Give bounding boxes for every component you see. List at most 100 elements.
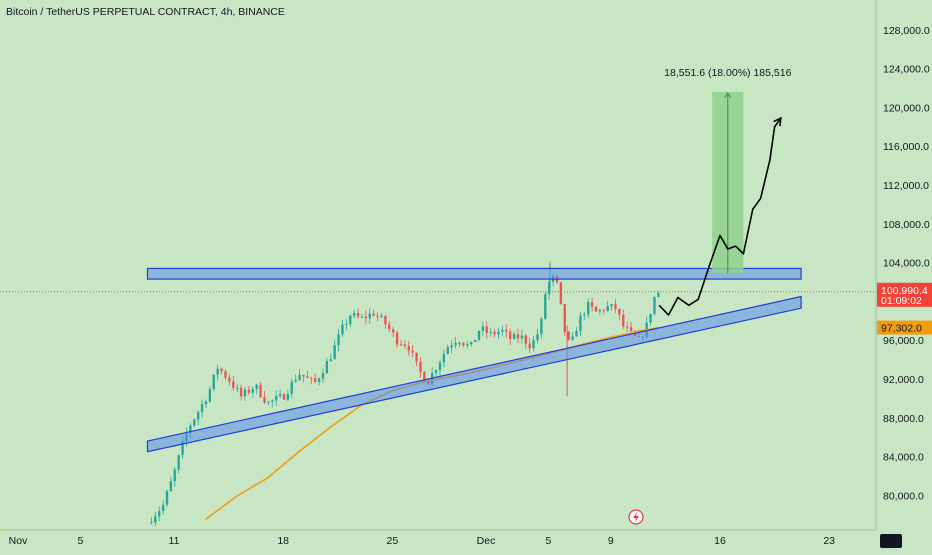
candle <box>278 389 282 398</box>
projection-arrowhead <box>773 116 782 127</box>
candle <box>236 383 239 392</box>
candle-body <box>505 329 508 332</box>
candle <box>345 319 348 331</box>
candle-body <box>450 345 453 348</box>
candle-body <box>559 282 563 305</box>
candle-body <box>376 315 379 317</box>
candle-body <box>255 384 258 390</box>
candle-body <box>325 361 329 374</box>
candle <box>169 476 173 492</box>
candle <box>629 321 633 333</box>
candle <box>337 328 340 352</box>
candle-body <box>239 387 243 397</box>
candle-body <box>158 510 161 517</box>
candle <box>329 353 332 362</box>
time-tick-label: 23 <box>823 535 835 547</box>
candle <box>267 400 270 406</box>
price-tick-label: 84,000.0 <box>883 452 924 464</box>
candle-body <box>333 345 336 360</box>
candle <box>516 328 520 343</box>
candle-body <box>509 331 512 340</box>
candle-body <box>169 481 173 492</box>
candle-body <box>306 376 309 378</box>
candle <box>372 309 375 317</box>
candle-body <box>434 370 438 374</box>
candle <box>228 374 231 386</box>
candle-body <box>614 304 617 310</box>
time-tick-label: Nov <box>9 535 28 547</box>
candle <box>419 357 422 378</box>
price-tick-label: 116,000.0 <box>883 141 929 153</box>
candle-body <box>493 331 496 335</box>
candle-body <box>150 522 153 524</box>
candle-body <box>536 334 539 341</box>
candle-body <box>399 344 403 346</box>
candle <box>579 311 582 336</box>
candle <box>173 466 176 487</box>
candle <box>356 308 360 319</box>
candle-body <box>204 401 208 405</box>
candle <box>587 298 590 319</box>
candle <box>384 315 387 329</box>
candle <box>563 303 566 337</box>
candle-body <box>602 310 605 312</box>
candle-body <box>368 313 371 319</box>
candle-body <box>403 344 407 346</box>
candle-body <box>657 292 660 298</box>
candle-body <box>341 324 344 335</box>
candle <box>477 330 481 342</box>
candle <box>310 376 313 385</box>
candle-body <box>200 404 204 413</box>
candle <box>594 306 598 312</box>
candle-body <box>598 310 602 312</box>
candle <box>653 296 656 316</box>
candle <box>251 386 254 398</box>
candle-body <box>232 381 235 388</box>
candle-body <box>298 374 301 381</box>
plot-area <box>0 261 876 526</box>
tradingview-logo[interactable] <box>880 534 902 548</box>
candle <box>200 399 204 418</box>
candle <box>399 339 403 347</box>
projection-path[interactable] <box>658 117 782 316</box>
candle <box>263 390 266 404</box>
price-axis[interactable]: 128,000.0 124,000.0 120,000.0 116,000.0 112,… <box>883 25 930 503</box>
candle <box>493 329 496 338</box>
candle-body <box>579 315 582 332</box>
flash-icon[interactable] <box>628 509 644 525</box>
candle-body <box>212 374 215 390</box>
candle-body <box>181 441 184 456</box>
candle-body <box>173 469 176 482</box>
candle <box>360 313 364 318</box>
candle <box>575 327 578 337</box>
candle <box>481 321 485 336</box>
candle-body <box>290 381 293 394</box>
candle <box>571 332 574 341</box>
support-channel[interactable] <box>146 295 802 453</box>
candle <box>321 368 325 383</box>
candle <box>158 506 161 522</box>
measure-arrow-head <box>724 91 732 99</box>
candle-body <box>590 301 594 307</box>
candle-body <box>473 339 477 343</box>
candle <box>590 297 594 312</box>
candle <box>473 339 477 343</box>
candle-body <box>271 400 274 402</box>
candle <box>298 369 301 381</box>
resistance-zone[interactable] <box>146 267 802 280</box>
candle-body <box>314 378 317 382</box>
candle-body <box>278 394 282 397</box>
candle <box>532 335 535 352</box>
candle <box>606 301 609 313</box>
candle <box>290 378 293 399</box>
candle <box>282 392 286 401</box>
countdown-timer: 01:09:02 <box>881 295 922 307</box>
candle <box>559 282 563 305</box>
candle <box>544 291 547 320</box>
candle <box>333 339 336 360</box>
current-price-label: 100,990.4 <box>881 285 928 297</box>
candle <box>458 341 461 347</box>
candle <box>512 331 516 340</box>
